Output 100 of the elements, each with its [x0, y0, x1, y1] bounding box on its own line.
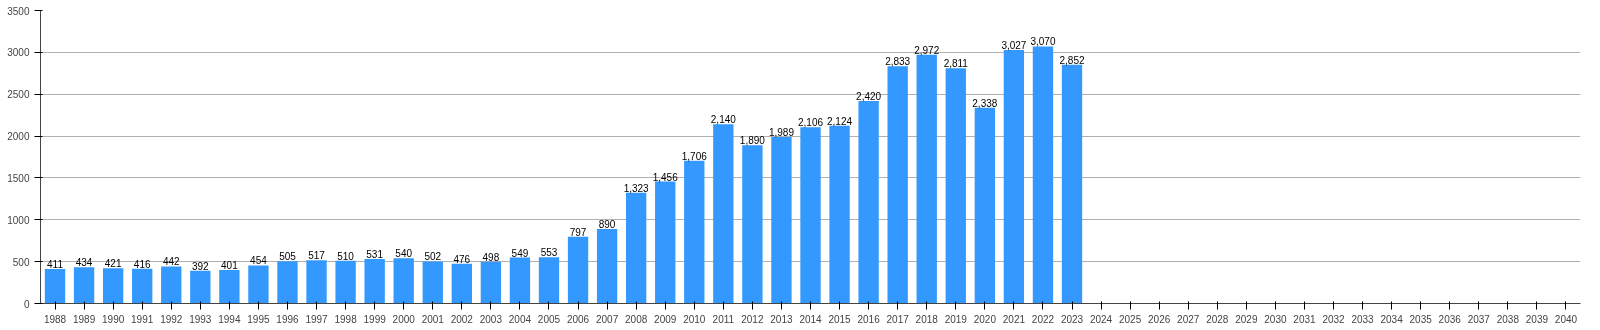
data-label: 553 — [540, 247, 558, 259]
data-label: 3,070 — [1030, 36, 1056, 48]
bar — [306, 260, 327, 304]
bar — [655, 181, 676, 304]
y-tick-label: 1000 — [7, 214, 30, 226]
bar — [277, 261, 298, 304]
x-tick-label: 2016 — [857, 313, 881, 325]
bar — [248, 265, 269, 304]
x-tick-label: 2036 — [1438, 313, 1462, 325]
bar — [335, 260, 356, 304]
x-tick-label: 2034 — [1380, 313, 1404, 325]
x-tick-label: 2027 — [1177, 313, 1200, 325]
x-tick-label: 2021 — [1002, 313, 1026, 325]
bar — [567, 236, 589, 304]
x-tick-label: 2038 — [1496, 313, 1520, 325]
bar — [132, 268, 153, 304]
x-tick-label: 2040 — [1554, 313, 1578, 325]
data-label: 411 — [47, 259, 64, 271]
x-tick-label: 2024 — [1089, 313, 1113, 325]
x-tick-label: 2008 — [625, 313, 648, 325]
x-tick-label: 2012 — [741, 313, 764, 325]
bar — [422, 261, 443, 304]
data-label: 434 — [75, 257, 93, 269]
bar — [190, 270, 211, 304]
y-tick-label: 3000 — [7, 47, 30, 59]
x-tick-label: 2015 — [828, 313, 852, 325]
data-label: 540 — [395, 248, 413, 260]
x-tick-label: 2037 — [1467, 313, 1491, 325]
x-tick-label: 2014 — [799, 313, 823, 325]
bar — [393, 258, 414, 304]
bar — [742, 145, 763, 304]
data-label: 2,420 — [856, 90, 882, 102]
data-label: 1,323 — [623, 182, 650, 194]
bar — [858, 100, 879, 304]
data-label: 392 — [191, 260, 210, 272]
data-label: 517 — [308, 250, 326, 262]
data-label: 1,706 — [681, 150, 708, 162]
bar — [1032, 46, 1054, 304]
y-tick-label: 2500 — [7, 89, 30, 101]
x-tick-label: 1992 — [160, 313, 183, 325]
data-label: 505 — [279, 251, 297, 263]
x-tick-label: 1999 — [363, 313, 387, 325]
bar — [800, 127, 821, 304]
bar — [1003, 50, 1025, 304]
x-tick-label: 1990 — [102, 313, 125, 325]
data-label: 2,833 — [885, 56, 911, 68]
data-label: 549 — [511, 247, 529, 259]
x-tick-label: 1994 — [218, 313, 241, 325]
y-tick-label: 2000 — [7, 131, 30, 143]
data-label: 2,140 — [710, 114, 737, 126]
bar — [887, 66, 908, 304]
bar — [73, 267, 95, 304]
bar — [219, 269, 240, 304]
x-tick-label: 2006 — [566, 313, 590, 325]
data-label: 1,456 — [652, 171, 679, 183]
x-tick-label: 2018 — [915, 313, 939, 325]
data-label: 2,972 — [914, 44, 940, 56]
x-tick-label: 2010 — [683, 313, 706, 325]
y-tick-label: 500 — [12, 256, 30, 268]
data-label: 3,027 — [1001, 40, 1027, 52]
x-tick-label: 2025 — [1119, 313, 1142, 325]
x-tick-label: 2003 — [479, 313, 503, 325]
data-label: 476 — [453, 253, 471, 265]
x-tick-label: 2039 — [1525, 313, 1549, 325]
data-label: 510 — [337, 250, 355, 262]
x-tick-label: 2031 — [1293, 313, 1317, 325]
bar — [713, 124, 734, 304]
bar — [625, 192, 647, 304]
bar — [596, 228, 618, 304]
data-label: 1,989 — [768, 126, 795, 138]
bar — [509, 257, 531, 304]
x-tick-label: 1997 — [305, 313, 329, 325]
x-tick-label: 2028 — [1206, 313, 1229, 325]
x-tick-label: 2035 — [1409, 313, 1433, 325]
x-tick-label: 1993 — [189, 313, 212, 325]
data-label: 502 — [424, 251, 442, 263]
x-tick-label: 2017 — [886, 313, 910, 325]
x-tick-label: 2029 — [1235, 313, 1258, 325]
x-tick-label: 2023 — [1060, 313, 1084, 325]
data-label: 2,811 — [943, 58, 969, 70]
x-tick-label: 2026 — [1148, 313, 1171, 325]
data-label: 401 — [221, 259, 239, 271]
x-tick-label: 2004 — [508, 313, 532, 325]
data-label: 2,106 — [797, 117, 824, 129]
x-tick-label: 2005 — [537, 313, 561, 325]
data-label: 416 — [133, 258, 151, 270]
x-tick-label: 1991 — [131, 313, 154, 325]
x-tick-label: 2013 — [770, 313, 793, 325]
bar — [771, 136, 792, 304]
bar — [102, 268, 124, 304]
data-label: 2,338 — [972, 97, 998, 109]
bar — [538, 257, 560, 304]
bar — [974, 107, 996, 304]
y-tick-label: 1500 — [7, 172, 30, 184]
bar — [44, 269, 66, 304]
x-tick-label: 2030 — [1264, 313, 1287, 325]
x-tick-label: 2022 — [1031, 313, 1055, 325]
x-tick-label: 2002 — [450, 313, 474, 325]
data-label: 498 — [482, 251, 500, 263]
data-label: 454 — [250, 255, 268, 267]
